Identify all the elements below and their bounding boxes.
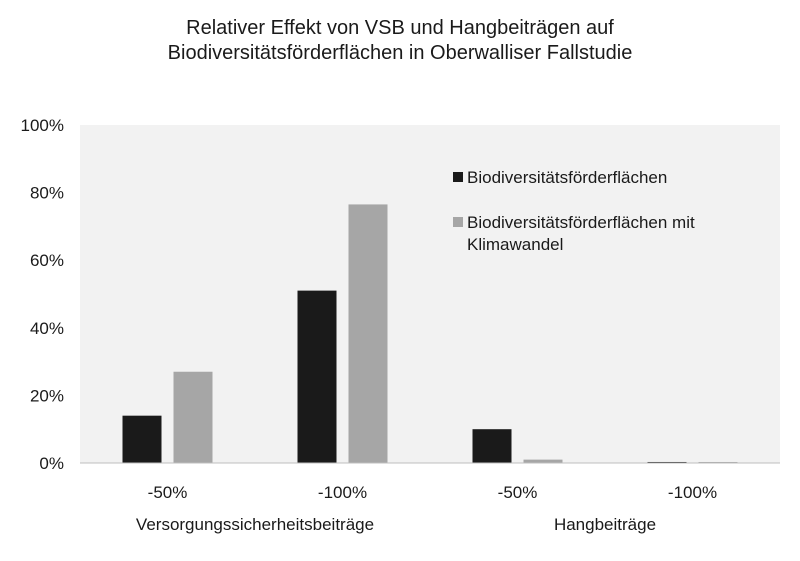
bar [523,459,563,463]
y-tick-label: 20% [30,386,64,405]
chart-title-line-2: Biodiversitätsförderflächen in Oberwalli… [167,42,633,64]
bar [472,429,512,463]
y-tick-label: 60% [30,251,64,270]
legend-swatch [453,172,463,182]
legend-label: Biodiversitätsförderflächen mit Klimawand… [467,213,695,254]
x-tick-label: -50% [148,483,188,502]
x-tick-label: -50% [498,483,538,502]
bar [698,461,738,463]
bar [647,461,687,463]
y-tick-label: 0% [39,454,64,473]
legend-label: Biodiversitätsförderflächen [467,168,667,187]
x-group-label: Hangbeiträge [554,515,656,534]
bar [297,290,337,463]
y-tick-label: 100% [21,116,64,135]
x-tick-label: -100% [668,483,717,502]
bar [348,204,388,463]
y-tick-label: 80% [30,184,64,203]
x-group-label: Versorgungssicherheitsbeiträge [136,515,374,534]
x-tick-label: -100% [318,483,367,502]
legend-swatch [453,217,463,227]
legend: Biodiversitätsförderflächen Biodiversität… [453,168,695,254]
bar [122,415,162,463]
chart-title-line-1: Relativer Effekt von VSB und Hangbeiträg… [186,17,614,39]
chart-title: Relativer Effekt von VSB und Hangbeiträg… [0,16,800,66]
bar [173,371,213,463]
y-tick-label: 40% [30,319,64,338]
